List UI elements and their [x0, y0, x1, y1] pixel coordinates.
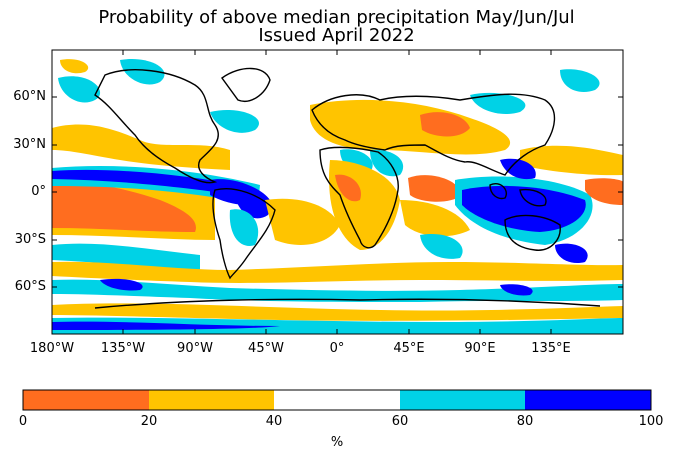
colorbar-tick-0: 0 — [18, 414, 28, 429]
lat-label-60s: 60°S — [14, 279, 46, 294]
lat-label-30n: 30°N — [13, 137, 46, 152]
colorbar-tick-100: 100 — [638, 414, 664, 429]
chart-title: Probability of above median precipitatio… — [98, 7, 575, 28]
lat-label-30s: 30°S — [14, 232, 46, 247]
lon-label-180w: 180°W — [29, 341, 75, 356]
lat-label-0: 0° — [31, 184, 46, 199]
colorbar-bin-20-40 — [149, 390, 274, 410]
colorbar-tick-20: 20 — [140, 414, 158, 429]
lat-label-60n: 60°N — [13, 89, 46, 104]
chart-subtitle: Issued April 2022 — [258, 25, 415, 46]
lon-label-135w: 135°W — [100, 341, 146, 356]
colorbar — [22, 389, 652, 411]
colorbar-bin-80-100 — [525, 390, 651, 410]
colorbar-tick-40: 40 — [265, 414, 283, 429]
colorbar-tick-80: 80 — [516, 414, 534, 429]
colorbar-bin-40-60 — [274, 390, 400, 410]
lon-label-90w: 90°W — [177, 341, 213, 356]
axis-ticks — [51, 50, 623, 334]
lon-label-45w: 45°W — [248, 341, 284, 356]
colorbar-unit: % — [330, 435, 344, 450]
colorbar-tick-60: 60 — [391, 414, 409, 429]
colorbar-bin-0-20 — [23, 390, 149, 410]
lon-label-135e: 135°E — [531, 341, 571, 356]
colorbar-bin-60-80 — [400, 390, 525, 410]
lon-label-90e: 90°E — [464, 341, 496, 356]
lon-label-45e: 45°E — [393, 341, 425, 356]
lon-label-0: 0° — [329, 341, 345, 356]
coastlines — [94, 67, 601, 309]
